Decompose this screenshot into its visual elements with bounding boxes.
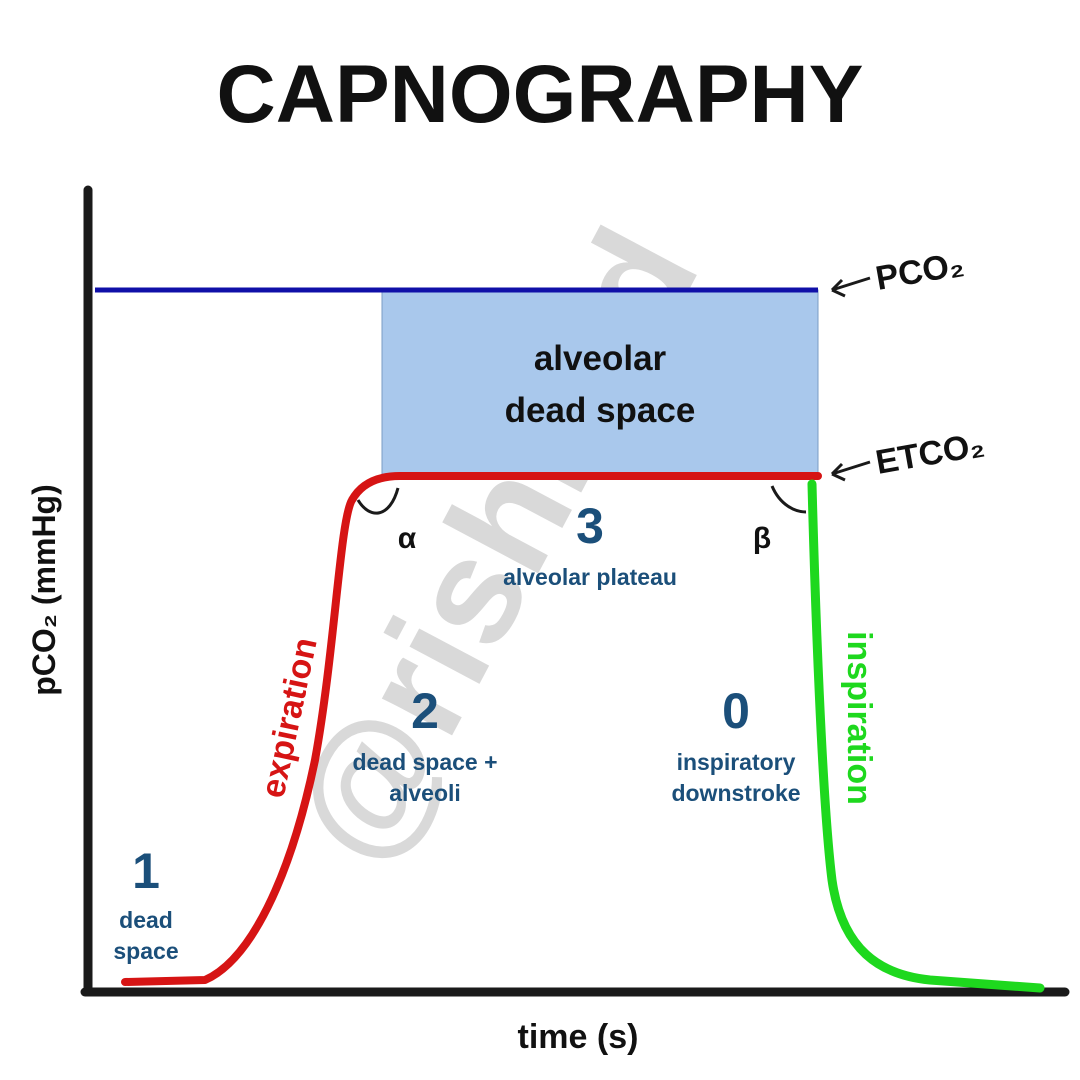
y-axis-label: pCO₂ (mmHg) xyxy=(26,484,62,696)
phase-number: 2 xyxy=(411,683,439,739)
text-line: alveoli xyxy=(389,780,461,806)
x-axis-label: time (s) xyxy=(518,1018,639,1056)
etco2-label: ETCO₂ xyxy=(873,425,987,481)
text-line: dead space xyxy=(505,391,696,430)
phase-label: dead space + alveoli xyxy=(352,749,497,806)
arrow xyxy=(830,276,871,298)
alpha-arc xyxy=(356,487,400,515)
alpha-label: α xyxy=(398,522,417,555)
inspiration-label: inspiration xyxy=(840,631,878,805)
title: CAPNOGRAPHY xyxy=(217,49,864,140)
dead-space-region xyxy=(381,289,819,477)
phase-number: 3 xyxy=(576,498,604,554)
beta-arc xyxy=(770,485,807,514)
region-label: alveolar dead space xyxy=(505,339,696,430)
text-line: alveolar plateau xyxy=(503,564,677,590)
expiration-curve xyxy=(121,472,822,986)
phase-label: dead space xyxy=(113,907,178,964)
beta-label: β xyxy=(753,522,771,555)
text-line: space xyxy=(113,938,178,964)
phase-label: alveolar plateau xyxy=(503,564,677,590)
text-line: alveolar xyxy=(534,339,667,378)
phases: 1 dead space 2 dead space + alveoli 3 alveolar … xyxy=(113,498,800,964)
phase-number: 0 xyxy=(722,683,750,739)
inspiration-curve xyxy=(807,479,1045,993)
text-line: dead xyxy=(119,907,173,933)
text-line: dead space + xyxy=(352,749,497,775)
phase-label: inspiratory downstroke xyxy=(671,749,800,806)
pco2-label: PCO₂ xyxy=(873,245,967,298)
text-line: downstroke xyxy=(671,780,800,806)
arrow xyxy=(830,460,871,482)
phase-number: 1 xyxy=(132,843,160,899)
text-line: inspiratory xyxy=(677,749,796,775)
